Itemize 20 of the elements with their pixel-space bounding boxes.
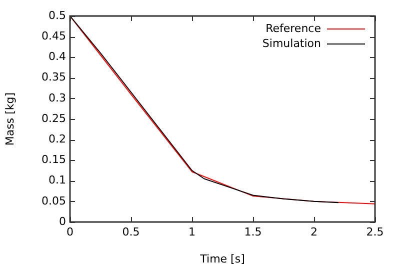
y-tick-label: 0.5 [48, 8, 66, 22]
y-tick-label: 0.3 [48, 91, 66, 104]
legend-label: Simulation [262, 36, 322, 50]
legend-label: Reference [266, 22, 322, 35]
x-tick-label: 0.5 [122, 225, 140, 238]
y-tick-label: 0.2 [48, 132, 66, 146]
x-tick-label: 2 [310, 225, 318, 238]
y-tick-label: 0 [59, 214, 66, 228]
y-tick-label: 0.1 [48, 174, 66, 187]
x-tick-label: 2.5 [366, 225, 384, 238]
y-tick-label: 0.25 [42, 112, 66, 125]
x-tick-label: 1.5 [244, 225, 262, 238]
y-tick-label: 0.15 [42, 153, 66, 166]
x-axis-title: Time [s] [199, 252, 245, 266]
y-tick-label: 0.05 [42, 194, 66, 208]
y-tick-label: 0.45 [42, 29, 66, 42]
x-tick-label: 1 [188, 225, 196, 238]
y-tick-label: 0.4 [48, 50, 66, 64]
y-tick-label: 0.35 [42, 70, 66, 84]
y-axis-title: Mass [kg] [3, 92, 16, 146]
